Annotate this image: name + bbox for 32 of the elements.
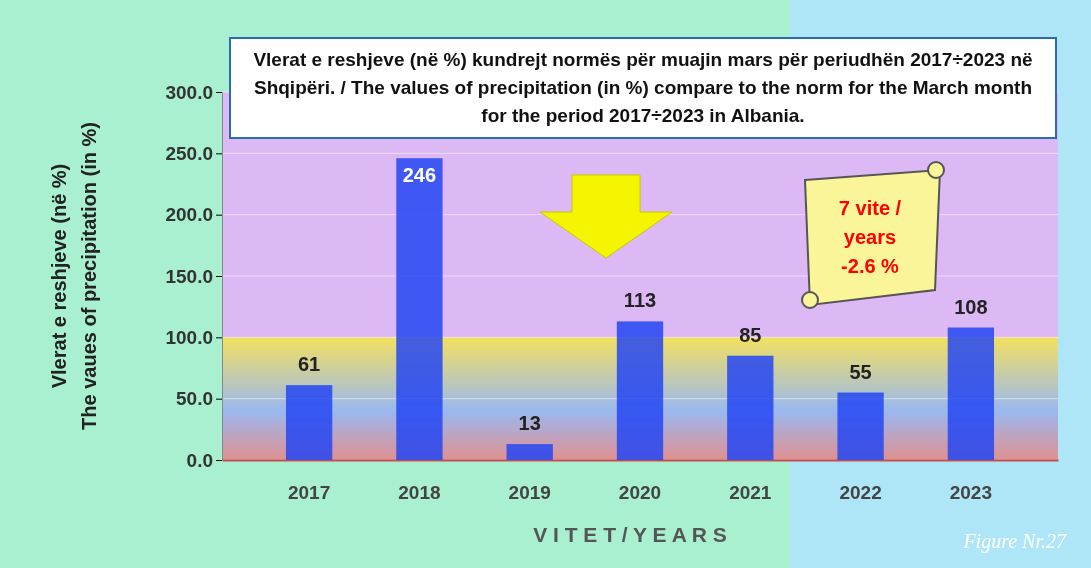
y-tick-label: 150.0 xyxy=(165,265,213,287)
x-tick-label: 2022 xyxy=(839,482,882,504)
data-label: 55 xyxy=(849,360,872,383)
bar xyxy=(285,385,333,460)
y-tick-label: 0.0 xyxy=(186,449,213,471)
data-label: 61 xyxy=(298,353,321,376)
bar xyxy=(727,355,774,460)
y-tick-label: 50.0 xyxy=(176,388,213,410)
bar xyxy=(947,327,995,460)
x-tick-label: 2018 xyxy=(398,482,441,504)
bar xyxy=(396,158,443,460)
x-tick-label: 2017 xyxy=(287,482,331,504)
data-label: 13 xyxy=(518,412,541,435)
data-label: 246 xyxy=(402,164,437,187)
y-tick-label: 250.0 xyxy=(165,142,213,164)
data-label: 113 xyxy=(623,289,657,312)
x-tick-label: 2023 xyxy=(949,482,993,504)
text: Figure Nr.27 xyxy=(962,530,1067,553)
bar xyxy=(616,321,664,460)
x-tick-label: 2020 xyxy=(618,482,662,504)
x-tick-label: 2019 xyxy=(508,482,551,504)
data-label: 108 xyxy=(954,295,988,318)
x-tick-label: 2021 xyxy=(729,482,772,504)
y-tick-label: 300.0 xyxy=(165,81,213,103)
y-tick-label: 200.0 xyxy=(165,204,213,226)
annotation: 7 vite / years -2.6 % xyxy=(838,197,902,277)
x-axis-title: V I T E T / Y E A R S xyxy=(533,523,727,546)
chart-title: Vlerat e reshjeve (në %) kundrejt normës për muajin mars për periudhën 2017÷2023 në Shqipëri. / The values of precipitation (in %) compare to the norm for the March month for the period 2017÷2023 in Albania. xyxy=(253,49,1033,126)
y-tick-label: 100.0 xyxy=(165,326,213,348)
bar xyxy=(506,444,553,460)
y-axis-title: Vlerat e reshjeve (në %) The vaues of precipitation (in %) xyxy=(48,122,100,430)
bar xyxy=(837,392,884,460)
